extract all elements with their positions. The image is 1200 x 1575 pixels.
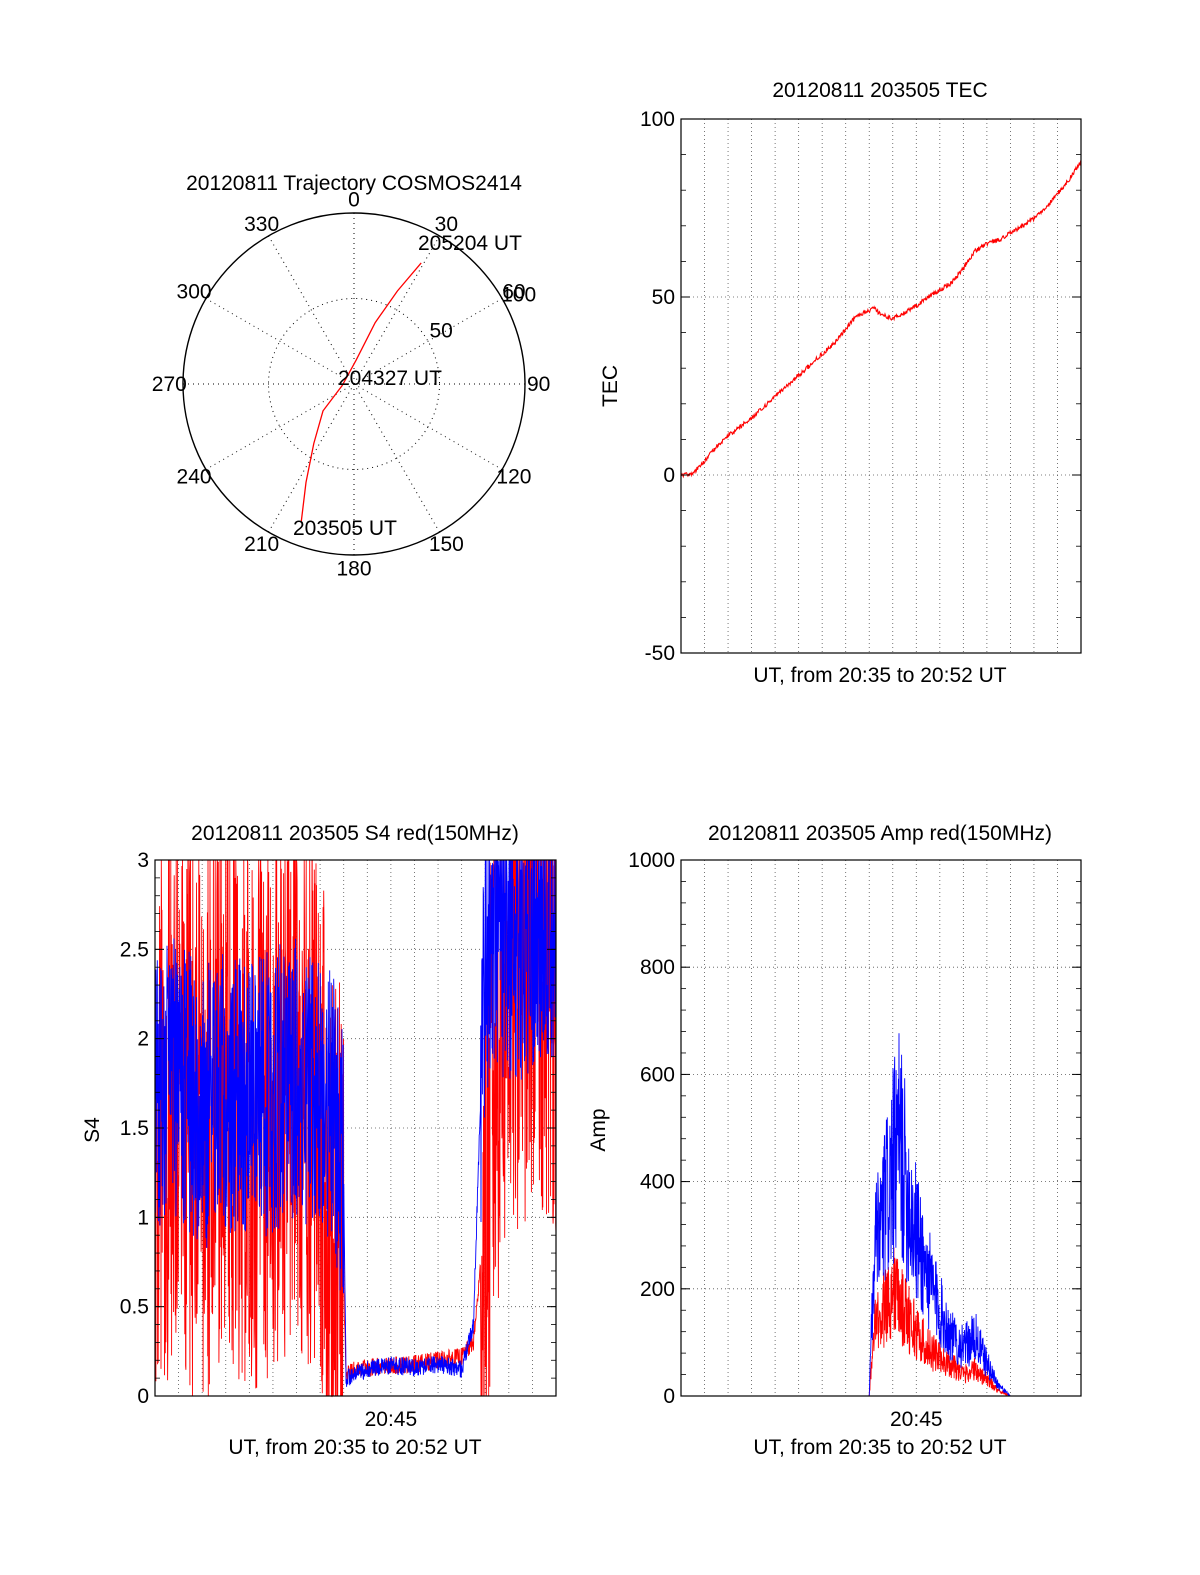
polar-azimuth-label: 150: [429, 533, 464, 556]
polar-azimuth-label: 240: [177, 465, 212, 488]
s4-series: [154, 859, 557, 1398]
amp-grid: [681, 860, 1081, 1396]
polar-azimuth-label: 0: [348, 188, 360, 211]
polar-annotation-end: 205204 UT: [418, 232, 522, 255]
amp-ytick-label: 200: [640, 1278, 675, 1301]
tec-ylabel: TEC: [599, 365, 622, 407]
s4-series-line: [154, 859, 557, 1387]
s4-xtick-label: 20:45: [365, 1408, 418, 1431]
polar-annotation-mid: 204327 UT: [338, 367, 442, 390]
tec-ytick-label: 0: [663, 464, 675, 487]
amp-ytick-label: 800: [640, 956, 675, 979]
amp-frame: [680, 859, 1082, 1397]
tec-ytick-label: -50: [645, 642, 675, 665]
tec-grid: [681, 119, 1081, 653]
polar-azimuth-label: 270: [152, 373, 187, 396]
polar-grid-spoke: [353, 383, 440, 533]
amp-series-line: [681, 1247, 1081, 1397]
amp-series: [681, 1033, 1081, 1397]
polar-grid: [182, 212, 526, 556]
polar-trajectory-line: [300, 262, 422, 522]
polar-panel: 20120811 Trajectory COSMOS2414 0 30 60 90 12…: [152, 172, 551, 581]
amp-ytick-label: 400: [640, 1171, 675, 1194]
tec-panel: 20120811 203505 TEC -50 0 50 100 UT, from 2…: [599, 79, 1082, 687]
amp-xtick-label: 20:45: [890, 1408, 943, 1431]
polar-labels: 0 30 60 90 120 150 180 210 240 270 300 330 50 100: [152, 188, 551, 580]
amp-ylabel: Amp: [587, 1108, 610, 1151]
polar-azimuth-label: 180: [336, 558, 371, 581]
polar-radial-label: 50: [429, 320, 452, 343]
tec-ytick-label: 100: [640, 108, 675, 131]
amp-ytick-label: 1000: [628, 849, 675, 872]
amp-ticks: 0 200 400 600 800 1000 20:45: [628, 849, 1081, 1431]
polar-grid-spoke: [205, 383, 355, 470]
polar-grid-spoke: [353, 235, 440, 385]
polar-azimuth-label: 330: [244, 213, 279, 236]
s4-ytick-label: 0: [137, 1385, 149, 1408]
tec-ytick-label: 50: [652, 286, 675, 309]
polar-azimuth-label: 210: [244, 533, 279, 556]
polar-grid-spoke: [353, 298, 503, 385]
polar-azimuth-label: 300: [177, 281, 212, 304]
polar-title: 20120811 Trajectory COSMOS2414: [186, 172, 522, 195]
polar-grid-spoke: [268, 235, 355, 385]
s4-ytick-label: 2.5: [120, 938, 149, 961]
amp-panel: 20120811 203505 Amp red(150MHz) 0 200 400 6…: [587, 822, 1082, 1459]
polar-azimuth-label: 90: [527, 373, 550, 396]
polar-azimuth-label: 120: [496, 465, 531, 488]
tec-series: [680, 160, 1082, 479]
tec-xlabel: UT, from 20:35 to 20:52 UT: [753, 664, 1006, 687]
s4-title: 20120811 203505 S4 red(150MHz): [191, 822, 519, 845]
s4-ylabel: S4: [81, 1117, 104, 1143]
polar-azimuth-label: 60: [502, 281, 525, 304]
polar-grid-spoke: [353, 383, 503, 470]
s4-ytick-label: 2: [137, 1028, 149, 1051]
amp-ytick-label: 600: [640, 1063, 675, 1086]
s4-xlabel: UT, from 20:35 to 20:52 UT: [228, 1436, 481, 1459]
polar-azimuth-label: 30: [435, 213, 458, 236]
polar-grid-spoke: [205, 298, 355, 385]
amp-xlabel: UT, from 20:35 to 20:52 UT: [753, 1436, 1006, 1459]
s4-ticks: 0 0.5 1 1.5 2 2.5 3 20:45: [120, 849, 556, 1431]
tec-ticks: -50 0 50 100: [640, 108, 1081, 665]
polar-series: [300, 262, 422, 522]
polar-annotation-start: 203505 UT: [293, 517, 397, 540]
s4-ytick-label: 0.5: [120, 1296, 149, 1319]
s4-ytick-label: 1.5: [120, 1117, 149, 1140]
polar-radial-label: 100: [501, 284, 536, 307]
s4-ytick-label: 1: [137, 1206, 149, 1229]
s4-ytick-label: 3: [137, 849, 149, 872]
s4-panel: 20120811 203505 S4 red(150MHz) 0 0.5 1 1.5 2…: [81, 822, 557, 1459]
tec-series-line: [680, 160, 1082, 479]
tec-title: 20120811 203505 TEC: [772, 79, 987, 102]
amp-title: 20120811 203505 Amp red(150MHz): [708, 822, 1052, 845]
amp-ytick-label: 0: [663, 1385, 675, 1408]
tec-frame: [680, 118, 1082, 654]
